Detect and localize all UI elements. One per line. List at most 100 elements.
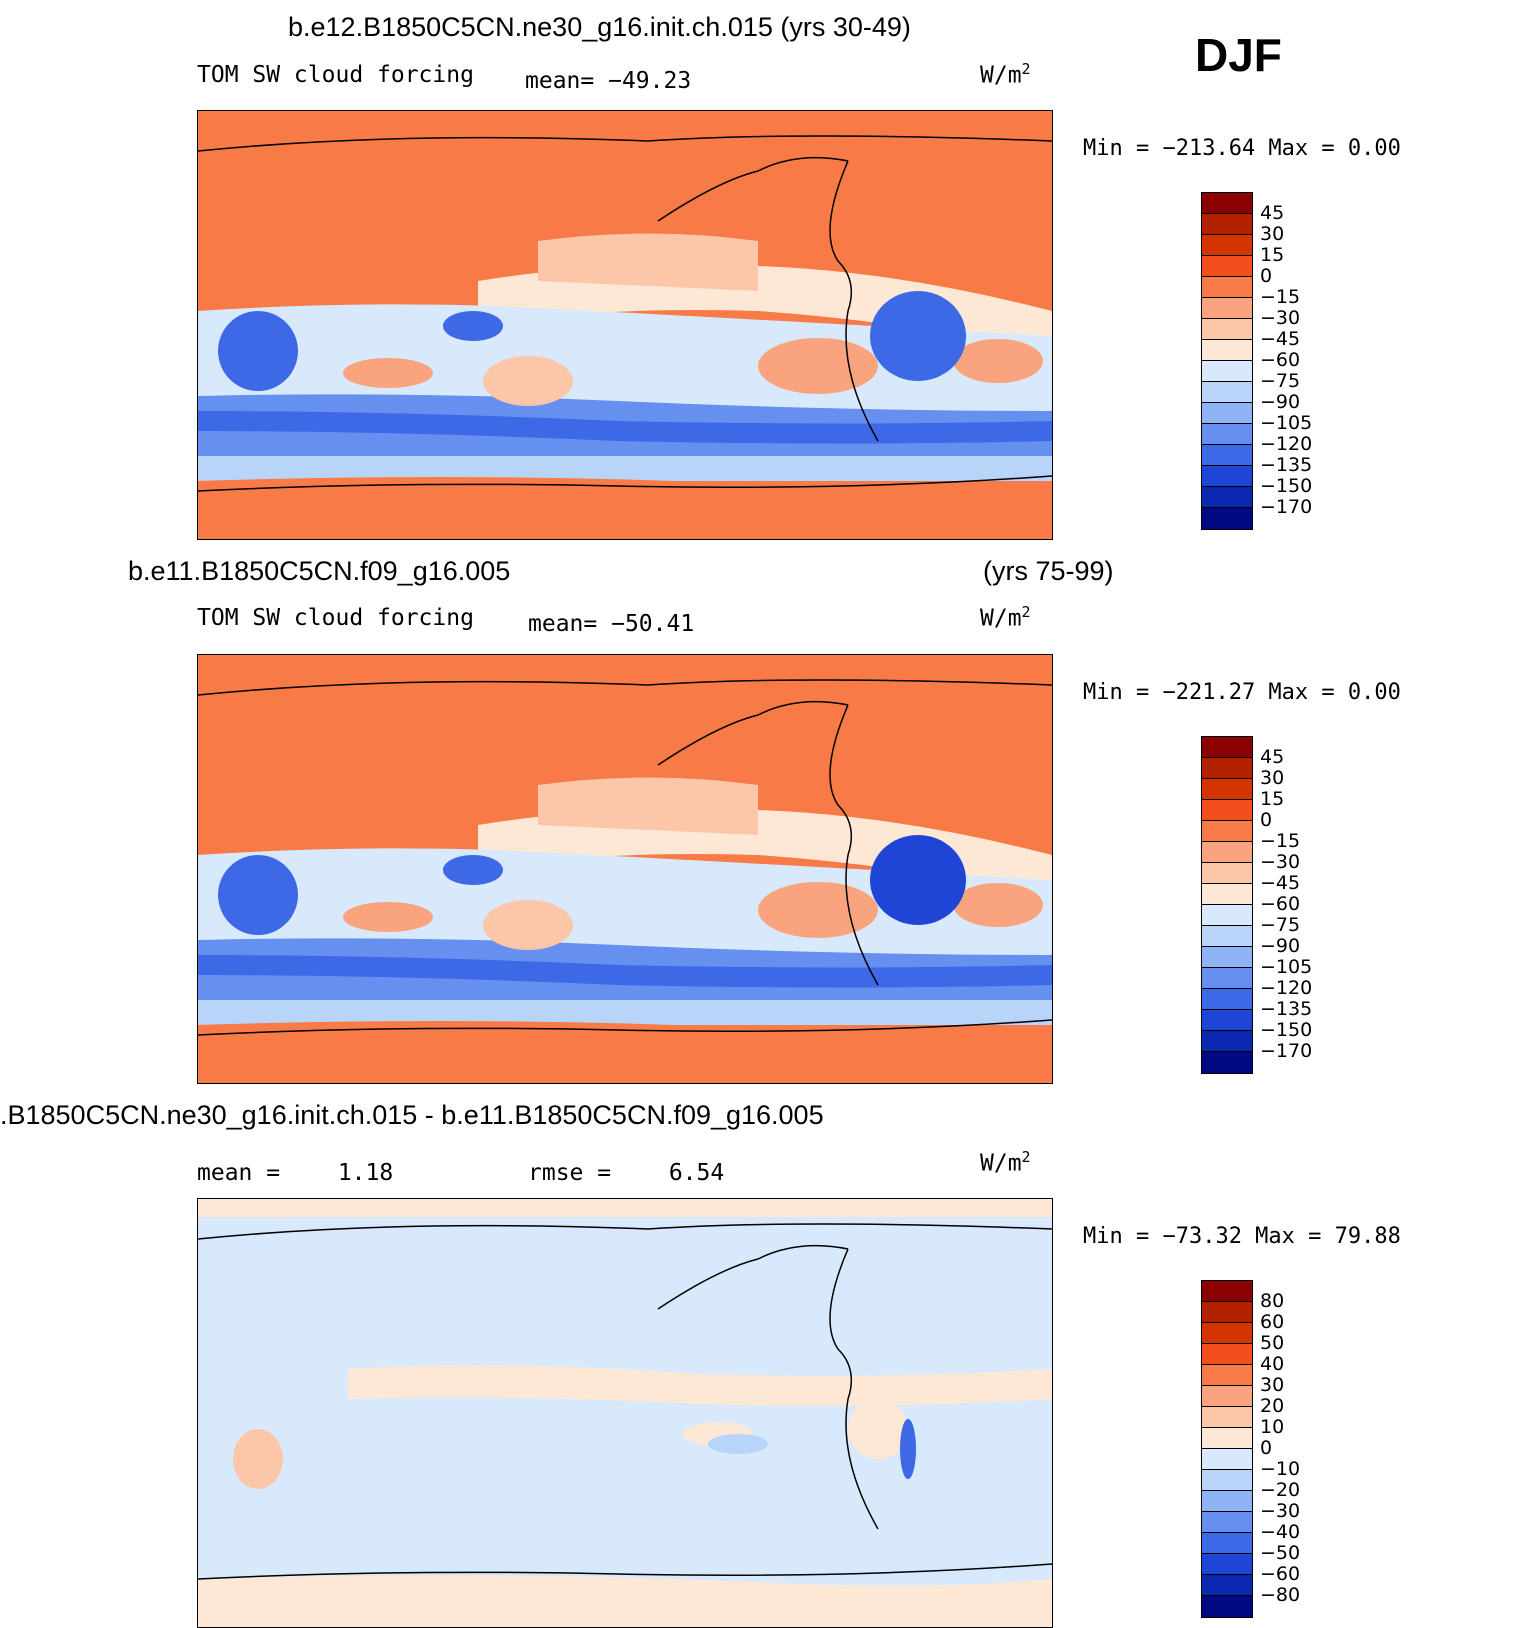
colorbar-level-label: 0 <box>1260 265 1273 287</box>
variable-label: TOM SW cloud forcing <box>197 62 474 88</box>
units-sup: 2 <box>1021 60 1031 78</box>
colorbar-segment <box>1202 926 1252 947</box>
units-label: W/m2 <box>980 1148 1031 1177</box>
colorbar-level-label: 60 <box>1260 1311 1285 1333</box>
variable-label: TOM SW cloud forcing <box>197 605 474 631</box>
colorbar-level-label: 15 <box>1260 788 1285 810</box>
colorbar-segment <box>1202 1554 1252 1575</box>
colorbar-level-label: 0 <box>1260 1437 1273 1459</box>
colorbar-test <box>1201 192 1253 530</box>
min-max-text: Min = −221.27 Max = 0.00 <box>1083 680 1401 705</box>
panel-title-right: (yrs 75-99) <box>983 556 1114 586</box>
colorbar-segment <box>1202 1491 1252 1512</box>
colorbar-segment <box>1202 1302 1252 1323</box>
colorbar-level-label: −10 <box>1260 1458 1301 1480</box>
contour-map-control <box>198 655 1052 1083</box>
colorbar-level-label: −45 <box>1260 328 1301 350</box>
colorbar-level-label: −40 <box>1260 1521 1301 1543</box>
colorbar-segment <box>1202 361 1252 382</box>
colorbar-level-label: −170 <box>1260 496 1313 518</box>
colorbar-level-label: −90 <box>1260 391 1301 413</box>
colorbar-segment <box>1202 403 1252 424</box>
units-text: W/m <box>980 605 1022 632</box>
colorbar-segment <box>1202 1344 1252 1365</box>
colorbar-level-label: −30 <box>1260 307 1301 329</box>
colorbar-segment <box>1202 1596 1252 1617</box>
colorbar-level-label: 40 <box>1260 1353 1285 1375</box>
map-control <box>197 654 1053 1084</box>
colorbar-segment <box>1202 319 1252 340</box>
units-text: W/m <box>980 62 1022 89</box>
colorbar-diff <box>1201 1280 1253 1618</box>
colorbar-segment <box>1202 758 1252 779</box>
min-max-text: Min = −73.32 Max = 79.88 <box>1083 1224 1401 1249</box>
colorbar-level-label: 50 <box>1260 1332 1285 1354</box>
colorbar-segment <box>1202 487 1252 508</box>
colorbar-level-label: 45 <box>1260 202 1285 224</box>
mean-label-text: mean= <box>525 68 595 94</box>
colorbar-level-label: −150 <box>1260 475 1313 497</box>
units-text: W/m <box>980 1150 1022 1177</box>
colorbar-level-label: −20 <box>1260 1479 1301 1501</box>
colorbar-segment <box>1202 800 1252 821</box>
colorbar-level-label: −105 <box>1260 412 1313 434</box>
colorbar-level-label: −60 <box>1260 893 1301 915</box>
mean-label: mean= −49.23 <box>525 68 691 94</box>
colorbar-segment <box>1202 1323 1252 1344</box>
mean-value: −49.23 <box>608 68 692 94</box>
contour-map-test <box>198 111 1052 539</box>
rmse-label-text: rmse = <box>528 1160 612 1186</box>
colorbar-segment <box>1202 1428 1252 1449</box>
colorbar-level-label: 15 <box>1260 244 1285 266</box>
colorbar-level-label: 0 <box>1260 809 1273 831</box>
colorbar-level-label: −120 <box>1260 433 1313 455</box>
colorbar-segment <box>1202 382 1252 403</box>
colorbar-level-label: 10 <box>1260 1416 1285 1438</box>
colorbar-level-label: 45 <box>1260 746 1285 768</box>
colorbar-level-label: −60 <box>1260 349 1301 371</box>
colorbar-level-label: 30 <box>1260 223 1285 245</box>
colorbar-level-label: −90 <box>1260 935 1301 957</box>
units-sup: 2 <box>1021 603 1031 621</box>
rmse-label: rmse = 6.54 <box>528 1160 724 1186</box>
panel-title: .B1850C5CN.ne30_g16.init.ch.015 - b.e11.… <box>0 1100 824 1130</box>
units-label: W/m2 <box>980 60 1031 89</box>
colorbar-level-label: −75 <box>1260 914 1301 936</box>
colorbar-segment <box>1202 340 1252 361</box>
colorbar-level-label: 80 <box>1260 1290 1285 1312</box>
colorbar-level-label: 30 <box>1260 1374 1285 1396</box>
colorbar-segment <box>1202 737 1252 758</box>
colorbar-level-label: −120 <box>1260 977 1313 999</box>
colorbar-segment <box>1202 1010 1252 1031</box>
rmse-value: 6.54 <box>668 1160 725 1186</box>
colorbar-level-label: −15 <box>1260 830 1301 852</box>
mean-value: 1.18 <box>337 1160 394 1186</box>
colorbar-level-label: −135 <box>1260 454 1313 476</box>
mean-value: −50.41 <box>611 611 695 637</box>
colorbar-segment <box>1202 947 1252 968</box>
colorbar-segment <box>1202 1281 1252 1302</box>
colorbar-segment <box>1202 193 1252 214</box>
mean-label: mean= −50.41 <box>528 611 694 637</box>
mean-label: mean = 1.18 <box>197 1160 393 1186</box>
colorbar-segment <box>1202 1365 1252 1386</box>
mean-label-text: mean= <box>528 611 598 637</box>
colorbar-segment <box>1202 466 1252 487</box>
mean-label-text: mean = <box>197 1160 281 1186</box>
colorbar-segment <box>1202 1470 1252 1491</box>
colorbar-level-label: −135 <box>1260 998 1313 1020</box>
colorbar-segment <box>1202 1031 1252 1052</box>
colorbar-level-label: −50 <box>1260 1542 1301 1564</box>
colorbar-level-label: −170 <box>1260 1040 1313 1062</box>
colorbar-segment <box>1202 277 1252 298</box>
colorbar-level-label: −30 <box>1260 1500 1301 1522</box>
colorbar-level-label: −80 <box>1260 1584 1301 1606</box>
colorbar-level-label: −30 <box>1260 851 1301 873</box>
colorbar-level-label: −60 <box>1260 1563 1301 1585</box>
colorbar-level-label: −75 <box>1260 370 1301 392</box>
map-test <box>197 110 1053 540</box>
colorbar-segment <box>1202 863 1252 884</box>
colorbar-segment <box>1202 1407 1252 1428</box>
colorbar-segment <box>1202 821 1252 842</box>
colorbar-level-label: −45 <box>1260 872 1301 894</box>
